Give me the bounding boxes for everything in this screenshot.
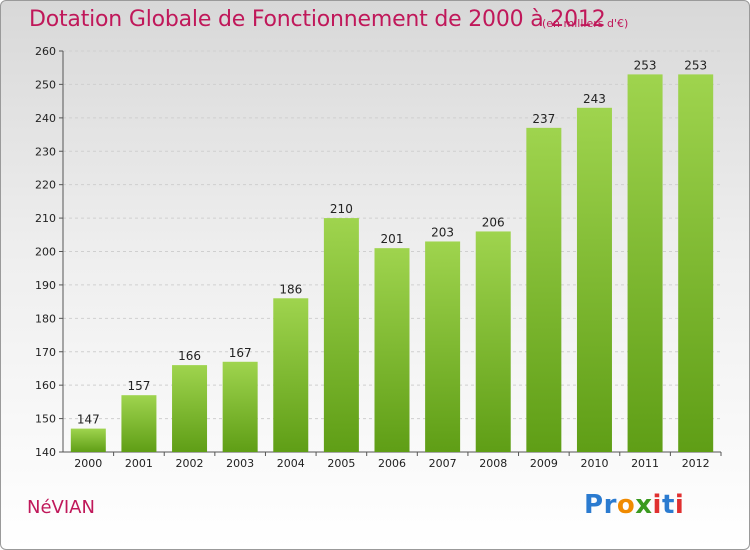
bar	[121, 395, 157, 452]
data-label: 243	[583, 92, 606, 106]
x-tick-label: 2006	[378, 457, 406, 470]
y-tick-label: 140	[35, 446, 56, 459]
bar	[576, 107, 612, 452]
x-tick-label: 2008	[479, 457, 507, 470]
data-label: 203	[431, 225, 454, 239]
proxiti-logo: Proxiti	[584, 490, 684, 520]
data-label: 157	[127, 379, 150, 393]
bar	[374, 248, 410, 452]
x-tick-label: 2012	[682, 457, 710, 470]
data-label: 206	[482, 215, 505, 229]
x-tick-label: 2005	[327, 457, 355, 470]
x-tick-label: 2003	[226, 457, 254, 470]
x-tick-label: 2011	[631, 457, 659, 470]
data-label: 210	[330, 202, 353, 216]
y-tick-label: 240	[35, 112, 56, 125]
y-tick-label: 220	[35, 179, 56, 192]
bar	[70, 428, 106, 452]
bars	[70, 74, 714, 453]
y-tick-label: 150	[35, 413, 56, 426]
chart-subtitle: (en milliers d'€)	[542, 17, 629, 30]
y-tick-label: 180	[35, 312, 56, 325]
data-label: 167	[229, 346, 252, 360]
bar	[678, 74, 714, 453]
data-label: 253	[634, 58, 657, 72]
bar	[425, 241, 461, 452]
commune-name: NéVIAN	[27, 497, 95, 518]
data-label: 201	[381, 232, 404, 246]
x-tick-label: 2007	[429, 457, 457, 470]
x-tick-label: 2009	[530, 457, 558, 470]
data-label: 237	[532, 112, 555, 126]
bar	[222, 361, 258, 452]
data-label: 166	[178, 349, 201, 363]
logo-letter: o	[616, 490, 636, 520]
chart-title: Dotation Globale de Fonctionnement de 20…	[29, 7, 606, 32]
logo-letter: i	[652, 490, 662, 520]
y-tick-label: 160	[35, 379, 56, 392]
logo-letter: x	[635, 490, 653, 520]
y-tick-label: 230	[35, 145, 56, 158]
labels: 140 150 160 170 180 190 200 210 220 230 240 250 260 1…	[35, 45, 710, 470]
bar	[475, 231, 511, 452]
data-label: 186	[279, 282, 302, 296]
logo-letter: i	[674, 490, 685, 520]
y-tick-label: 200	[35, 246, 56, 259]
bar	[172, 365, 208, 452]
x-tick-label: 2010	[580, 457, 608, 470]
y-tick-label: 170	[35, 346, 56, 359]
x-tick-label: 2001	[125, 457, 153, 470]
logo-letter: r	[603, 490, 617, 520]
x-tick-label: 2004	[277, 457, 305, 470]
data-label: 147	[77, 413, 100, 427]
x-tick-label: 2002	[176, 457, 204, 470]
y-tick-label: 250	[35, 78, 56, 91]
y-tick-label: 190	[35, 279, 56, 292]
y-tick-label: 210	[35, 212, 56, 225]
bar	[526, 127, 562, 452]
data-label: 253	[684, 58, 707, 72]
bar	[273, 298, 309, 452]
logo-letter: P	[584, 490, 604, 520]
x-tick-label: 2000	[74, 457, 102, 470]
y-tick-label: 260	[35, 45, 56, 58]
bar	[627, 74, 663, 453]
logo-letter: t	[661, 490, 675, 520]
bar	[323, 218, 359, 452]
